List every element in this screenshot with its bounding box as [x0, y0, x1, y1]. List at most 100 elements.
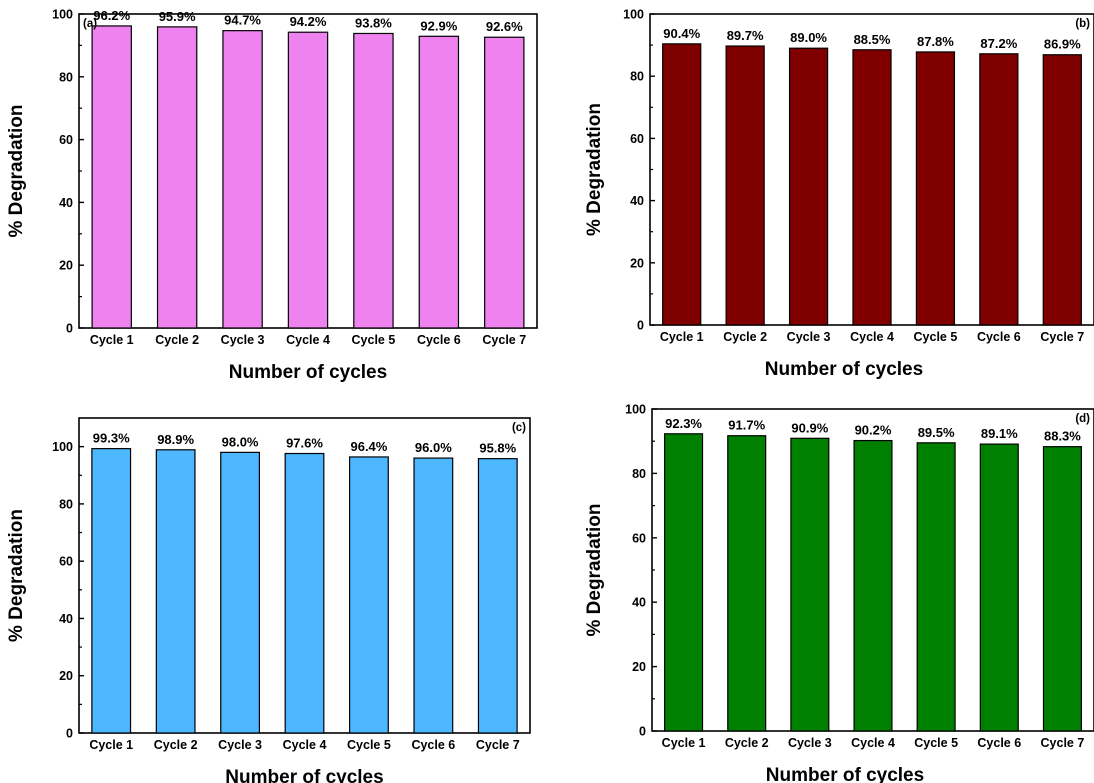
y-tick-label: 0 [66, 727, 73, 741]
bar-cycle-5 [349, 456, 389, 734]
data-label: 91.7% [728, 418, 765, 433]
bar-cycle-4 [284, 452, 325, 734]
y-tick-label: 100 [52, 8, 73, 22]
data-label: 93.8% [355, 15, 392, 30]
y-tick-label: 60 [59, 555, 73, 569]
data-label: 90.9% [791, 420, 828, 435]
chart-panel-3: 0 20 40 60 80 100 99.3% Cycle 1 98.9% Cycle 2 98.0… [6, 417, 531, 783]
bar-cycle-7 [1042, 446, 1082, 732]
bar-cycle-2 [725, 45, 765, 326]
data-label: 89.5% [918, 425, 955, 440]
y-tick-label: 0 [637, 319, 644, 333]
bar-cycle-3 [220, 451, 261, 734]
chart-panel-1: 0 20 40 60 80 100 96.2% Cycle 1 95.9% Cycle 2 94.7… [6, 8, 538, 383]
y-tick-label: 20 [632, 660, 646, 674]
y-tick-label: 40 [59, 612, 73, 626]
panel-label: (b) [1075, 18, 1090, 30]
bar-cycle-3 [788, 47, 829, 326]
bar-cycle-1 [91, 25, 132, 329]
y-tick-label: 20 [59, 669, 73, 683]
bar-cycle-6 [979, 53, 1019, 326]
x-tick-label: Cycle 6 [417, 333, 461, 347]
data-label: 90.2% [855, 423, 892, 438]
x-tick-label: Cycle 2 [154, 738, 198, 752]
data-label: 95.9% [159, 9, 196, 24]
data-label: 96.0% [415, 440, 452, 455]
y-tick-label: 0 [639, 725, 646, 739]
bar-cycle-1 [664, 433, 704, 732]
bar-cycle-4 [287, 31, 329, 329]
x-axis-title: Number of cycles [229, 362, 387, 383]
data-label: 87.8% [917, 34, 954, 49]
x-tick-label: Cycle 5 [914, 736, 958, 750]
x-tick-label: Cycle 4 [286, 333, 330, 347]
data-label: 95.8% [479, 441, 516, 456]
data-label: 96.2% [93, 8, 130, 23]
y-tick-label: 60 [630, 132, 644, 146]
y-tick-label: 100 [52, 440, 73, 454]
x-axis-title: Number of cycles [225, 767, 383, 783]
bar-cycle-2 [727, 435, 767, 732]
data-label: 87.2% [980, 36, 1017, 51]
data-label: 92.3% [665, 416, 702, 431]
data-label: 90.4% [663, 26, 700, 41]
x-tick-label: Cycle 4 [283, 738, 327, 752]
data-label: 96.4% [350, 439, 387, 454]
data-label: 88.3% [1044, 429, 1081, 444]
bar-cycle-2 [155, 449, 196, 734]
x-tick-label: Cycle 6 [977, 330, 1021, 344]
y-tick-label: 0 [66, 322, 73, 336]
y-tick-label: 20 [59, 259, 73, 273]
y-axis-title: % Degradation [584, 103, 605, 236]
y-tick-label: 80 [59, 70, 73, 84]
x-tick-label: Cycle 1 [660, 330, 704, 344]
y-tick-label: 60 [632, 531, 646, 545]
bar-cycle-3 [222, 30, 263, 329]
data-label: 97.6% [286, 436, 323, 451]
bar-cycle-1 [91, 448, 132, 734]
data-label: 88.5% [854, 32, 891, 47]
y-tick-label: 100 [625, 403, 646, 417]
data-label: 98.9% [157, 432, 194, 447]
data-label: 98.0% [222, 434, 259, 449]
x-tick-label: Cycle 7 [476, 738, 520, 752]
x-tick-label: Cycle 7 [482, 333, 526, 347]
x-tick-label: Cycle 2 [723, 330, 767, 344]
bar-cycle-5 [915, 51, 956, 326]
y-tick-label: 80 [630, 70, 644, 84]
data-label: 94.2% [290, 14, 327, 29]
panel-label: (a) [83, 18, 97, 30]
bar-cycle-2 [156, 26, 198, 329]
x-tick-label: Cycle 2 [155, 333, 199, 347]
y-tick-label: 60 [59, 133, 73, 147]
x-tick-label: Cycle 5 [347, 738, 391, 752]
panel-label: (c) [512, 422, 526, 434]
chart-panel-4: 0 20 40 60 80 100 92.3% Cycle 1 91.7% Cycle 2 90.9… [584, 403, 1094, 783]
y-axis-title: % Degradation [584, 503, 605, 636]
x-tick-label: Cycle 7 [1041, 736, 1085, 750]
bar-cycle-1 [662, 43, 702, 326]
y-tick-label: 80 [632, 467, 646, 481]
data-label: 89.7% [727, 28, 764, 43]
y-tick-label: 40 [630, 194, 644, 208]
bar-cycle-4 [852, 49, 892, 326]
bar-cycle-6 [979, 443, 1019, 732]
panel-label: (d) [1075, 413, 1090, 425]
x-tick-label: Cycle 7 [1040, 330, 1084, 344]
data-label: 89.0% [790, 30, 827, 45]
x-axis-title: Number of cycles [765, 359, 923, 380]
x-tick-label: Cycle 3 [218, 738, 262, 752]
bar-cycle-5 [353, 32, 394, 329]
x-tick-label: Cycle 6 [411, 738, 455, 752]
y-tick-label: 100 [623, 8, 644, 22]
chart-panel-2: 0 20 40 60 80 100 90.4% Cycle 1 89.7% Cycle 2 89.0… [584, 8, 1094, 380]
x-tick-label: Cycle 1 [89, 738, 133, 752]
x-tick-label: Cycle 4 [850, 330, 894, 344]
bar-cycle-5 [916, 442, 956, 732]
y-axis-title: % Degradation [6, 509, 27, 642]
bar-cycle-3 [790, 437, 830, 732]
x-tick-label: Cycle 1 [90, 333, 134, 347]
x-tick-label: Cycle 3 [787, 330, 831, 344]
x-tick-label: Cycle 5 [352, 333, 396, 347]
